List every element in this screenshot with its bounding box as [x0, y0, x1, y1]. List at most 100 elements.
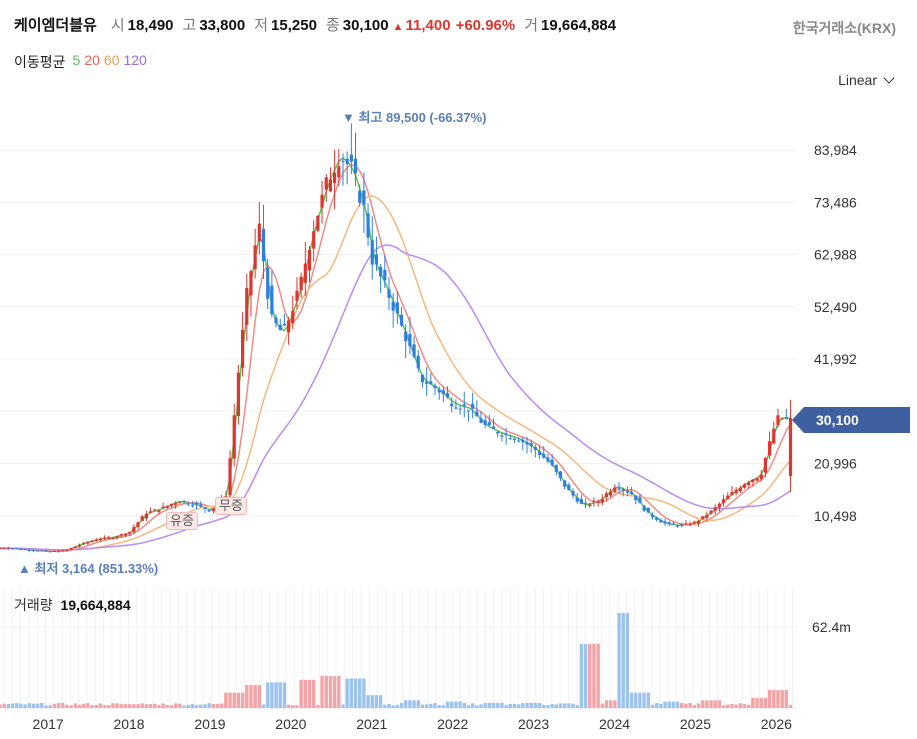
volume-bar — [345, 678, 349, 708]
rights-offering-badge[interactable]: 유증 — [166, 512, 198, 530]
y-tick-label: 20,996 — [814, 456, 857, 472]
volume-bar — [257, 684, 262, 708]
candle-body — [659, 520, 663, 523]
volume-axis-tick: 62.4m — [812, 619, 851, 635]
candle-body — [161, 506, 165, 508]
volume-bar — [395, 704, 400, 708]
volume-bar — [454, 701, 458, 708]
volume-bar — [504, 705, 508, 708]
volume-bar — [0, 704, 2, 708]
candle-body — [169, 503, 174, 506]
candle-body — [362, 190, 366, 206]
candle-body — [119, 534, 123, 536]
volume-bar — [496, 702, 500, 708]
candle-body — [784, 416, 788, 418]
volume-bar — [378, 695, 383, 708]
candle-body — [249, 271, 253, 296]
candle-body — [471, 403, 475, 409]
candle-body — [186, 503, 190, 505]
candle-body — [90, 540, 94, 543]
candle-body — [776, 415, 780, 425]
volume-bar — [579, 643, 584, 708]
candle-body — [600, 498, 604, 503]
ma60-legend[interactable]: 60 — [103, 52, 120, 68]
volume-bar — [374, 695, 379, 708]
candle-body — [412, 344, 416, 357]
change-percent: +60.96% — [455, 17, 516, 34]
volume-bar — [178, 703, 182, 708]
candle-body — [199, 504, 203, 507]
candle-body — [780, 418, 784, 420]
candle-body — [349, 154, 353, 162]
candle-body — [726, 495, 730, 500]
candle-body — [567, 484, 571, 491]
candle-body — [454, 407, 458, 409]
candle-body — [445, 393, 450, 398]
volume-bar — [132, 704, 136, 708]
candle-body — [788, 418, 793, 476]
volume-bar — [788, 705, 793, 708]
candle-body — [27, 549, 31, 551]
y-tick-label: 10,498 — [814, 508, 857, 524]
volume-value: 19,664,884 — [541, 17, 617, 34]
ma5-legend[interactable]: 5 — [72, 52, 81, 68]
volume-bar — [211, 704, 216, 708]
volume-bar — [31, 703, 36, 708]
low-value: 15,250 — [271, 17, 317, 34]
candle-body — [379, 267, 383, 277]
ma-legend-title: 이동평균 — [14, 54, 66, 70]
close-value: 30,100 — [342, 17, 389, 34]
volume-bar — [713, 700, 717, 708]
volume-bar — [621, 613, 625, 708]
candle-body — [533, 447, 537, 450]
ma20-legend[interactable]: 20 — [84, 52, 100, 68]
ma120-legend[interactable]: 120 — [123, 52, 147, 68]
candle-body — [638, 497, 642, 504]
volume-bar — [642, 692, 646, 708]
candle-body — [307, 250, 312, 271]
volume-bar — [362, 678, 366, 708]
volume-bar — [546, 704, 550, 708]
volume-bar — [596, 643, 600, 708]
candle-body — [479, 418, 483, 423]
x-tick-label: 2017 — [33, 716, 64, 732]
candle-body — [203, 507, 207, 509]
candle-body — [650, 514, 655, 518]
volume-bar — [61, 702, 65, 708]
candle-body — [437, 389, 441, 393]
volume-bar — [228, 692, 232, 708]
candle-body — [655, 517, 659, 520]
volume-bar — [604, 700, 609, 708]
volume-bar — [500, 702, 504, 708]
candle-body — [395, 302, 399, 314]
candle-body — [755, 478, 759, 481]
volume-bar — [634, 692, 638, 708]
volume-bar — [462, 702, 466, 708]
candle-body — [730, 491, 734, 495]
volume-bar — [136, 704, 140, 708]
candle-body — [261, 228, 266, 262]
volume-bar — [550, 704, 554, 708]
volume-bar — [207, 703, 211, 708]
candle-body — [387, 289, 391, 298]
ma-legend: 이동평균 5 20 60 120 — [14, 52, 147, 72]
volume-bar — [420, 704, 425, 708]
candle-body — [157, 510, 161, 512]
volume-bar — [680, 702, 684, 708]
candle-body — [240, 329, 245, 368]
volume-bar — [617, 613, 621, 708]
candle-body — [10, 548, 15, 550]
volume-bar — [562, 703, 567, 708]
volume-bar — [721, 705, 726, 708]
candle-body — [111, 537, 115, 539]
volume-bar — [470, 703, 475, 708]
bonus-issue-badge[interactable]: 무증 — [215, 497, 247, 515]
volume-bar — [516, 704, 521, 708]
volume-bar — [186, 704, 190, 708]
scale-dropdown[interactable]: Linear — [838, 71, 895, 88]
volume-bar — [734, 704, 738, 708]
candle-body — [65, 549, 69, 551]
low-annotation-value: 3,164 (851.33%) — [62, 561, 159, 576]
volume-bar — [73, 703, 77, 708]
